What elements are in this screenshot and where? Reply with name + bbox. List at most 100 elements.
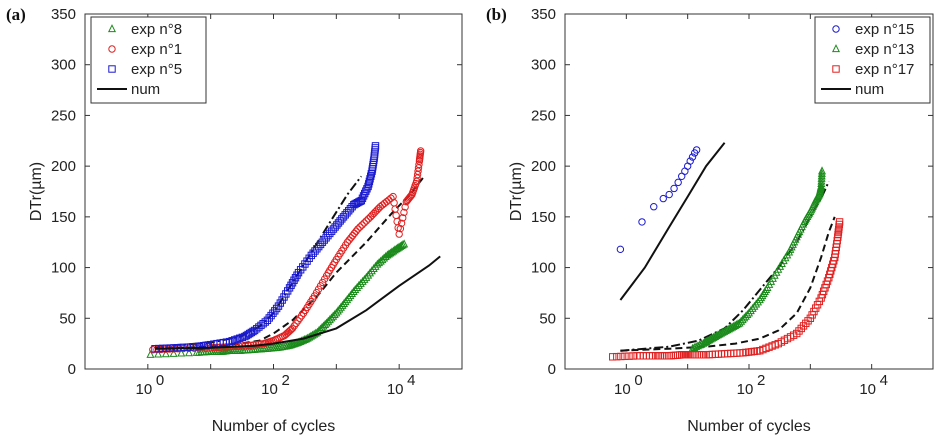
data-point [369, 264, 378, 273]
data-point [228, 337, 236, 345]
data-point [161, 349, 170, 358]
y-tick-label: 300 [531, 57, 556, 74]
legend-marker [832, 25, 840, 33]
num-line [619, 142, 726, 301]
data-point [371, 146, 379, 154]
data-point [361, 189, 369, 198]
data-point [398, 240, 407, 249]
legend-entry: exp n°17 [855, 61, 914, 78]
data-point [360, 274, 369, 283]
data-point [364, 215, 373, 223]
data-point [397, 219, 406, 227]
data-point [261, 318, 269, 326]
data-point [365, 180, 373, 188]
legend: exp n°15 exp n°13 exp n°17 num [814, 16, 931, 104]
x-axis-label: Number of cycles [212, 418, 336, 435]
x-tick-exponent: 0 [156, 372, 164, 389]
data-point [362, 187, 370, 195]
data-point [799, 322, 808, 330]
y-tick-label: 100 [531, 260, 556, 277]
y-tick-label: 50 [59, 310, 76, 327]
data-point [339, 298, 348, 308]
data-point [733, 319, 743, 328]
data-point [744, 308, 754, 317]
y-tick-label: 250 [51, 107, 76, 124]
data-point [802, 319, 810, 328]
y-tick-label: 0 [68, 361, 76, 378]
data-point [371, 144, 379, 152]
x-tick-exponent: 2 [282, 372, 290, 389]
data-point [629, 352, 637, 360]
data-point [371, 142, 380, 150]
data-point [817, 178, 826, 187]
x-tick-exponent: 4 [407, 372, 415, 389]
x-tick-exponent: 4 [880, 372, 888, 389]
data-point [753, 297, 763, 306]
data-point [358, 276, 367, 285]
data-point [341, 297, 350, 306]
legend: exp n°8 exp n°1 exp n°5 num [90, 16, 207, 104]
legend-entry: num [131, 81, 160, 98]
data-point [353, 198, 362, 207]
legend-marker [108, 45, 116, 53]
data-point [797, 324, 805, 333]
legend-marker [107, 24, 117, 33]
legend-entry: num [855, 81, 884, 98]
x-tick-exponent: 2 [757, 372, 765, 389]
legend-entry: exp n°15 [855, 21, 914, 38]
y-tick-label: 350 [51, 6, 76, 23]
data-point [663, 352, 671, 360]
data-point [752, 299, 761, 308]
data-point [233, 335, 241, 343]
data-point [397, 241, 406, 250]
data-point [359, 192, 368, 200]
data-point [400, 208, 408, 217]
legend-entry: exp n°13 [855, 41, 914, 58]
data-point [177, 348, 186, 357]
data-point [659, 194, 667, 203]
data-point [793, 329, 801, 338]
data-point [817, 173, 826, 182]
data-point [344, 293, 353, 302]
data-point [392, 211, 400, 220]
data-point [356, 223, 364, 231]
panel-label: (a) [6, 5, 26, 24]
data-point [332, 308, 341, 317]
data-point [365, 177, 374, 186]
x-tick-label: 10 [737, 381, 754, 398]
plot-area [609, 142, 844, 361]
data-point [365, 268, 375, 277]
x-tick-label: 10 [135, 381, 152, 398]
data-point [673, 351, 682, 359]
x-axis-label: Number of cycles [687, 418, 811, 435]
data-point [658, 352, 667, 360]
data-point [370, 150, 379, 158]
data-point [669, 351, 678, 360]
data-point [616, 245, 625, 254]
y-tick-label: 0 [548, 361, 556, 378]
data-point [671, 351, 680, 360]
data-point [613, 352, 621, 361]
data-point [146, 349, 155, 358]
data-point [358, 194, 367, 202]
data-point [358, 221, 366, 229]
data-point [609, 353, 617, 361]
data-point [817, 171, 826, 180]
y-tick-label: 250 [531, 107, 556, 124]
series-square [609, 218, 844, 361]
data-point [367, 170, 376, 178]
x-tick-label: 10 [387, 381, 404, 398]
data-point [362, 217, 370, 225]
legend-marker [831, 44, 841, 53]
y-tick-label: 100 [51, 260, 76, 277]
y-axis-label: DTr(µm) [508, 162, 525, 221]
data-point [670, 184, 678, 193]
data-point [364, 270, 373, 279]
x-tick-label: 10 [614, 381, 631, 398]
data-point [621, 352, 629, 361]
data-point [354, 280, 363, 289]
data-point [400, 239, 409, 248]
data-point [367, 172, 375, 180]
series-circle [616, 146, 701, 254]
